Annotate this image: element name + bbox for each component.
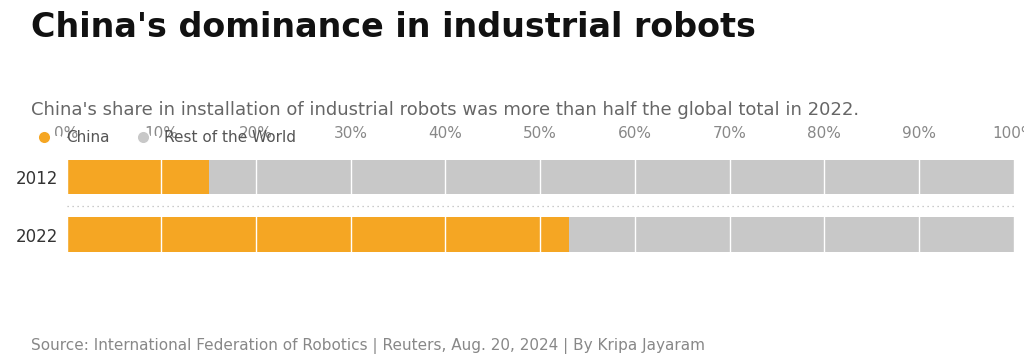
Bar (209, 160, 1014, 194)
Bar (67, 160, 209, 194)
Bar (67, 217, 568, 252)
Text: China's share in installation of industrial robots was more than half the global: China's share in installation of industr… (31, 101, 859, 119)
Legend: China, Rest of the World: China, Rest of the World (23, 124, 302, 151)
Bar (568, 217, 1014, 252)
Text: China's dominance in industrial robots: China's dominance in industrial robots (31, 11, 756, 44)
Text: Source: International Federation of Robotics | Reuters, Aug. 20, 2024 | By Kripa: Source: International Federation of Robo… (31, 338, 705, 354)
